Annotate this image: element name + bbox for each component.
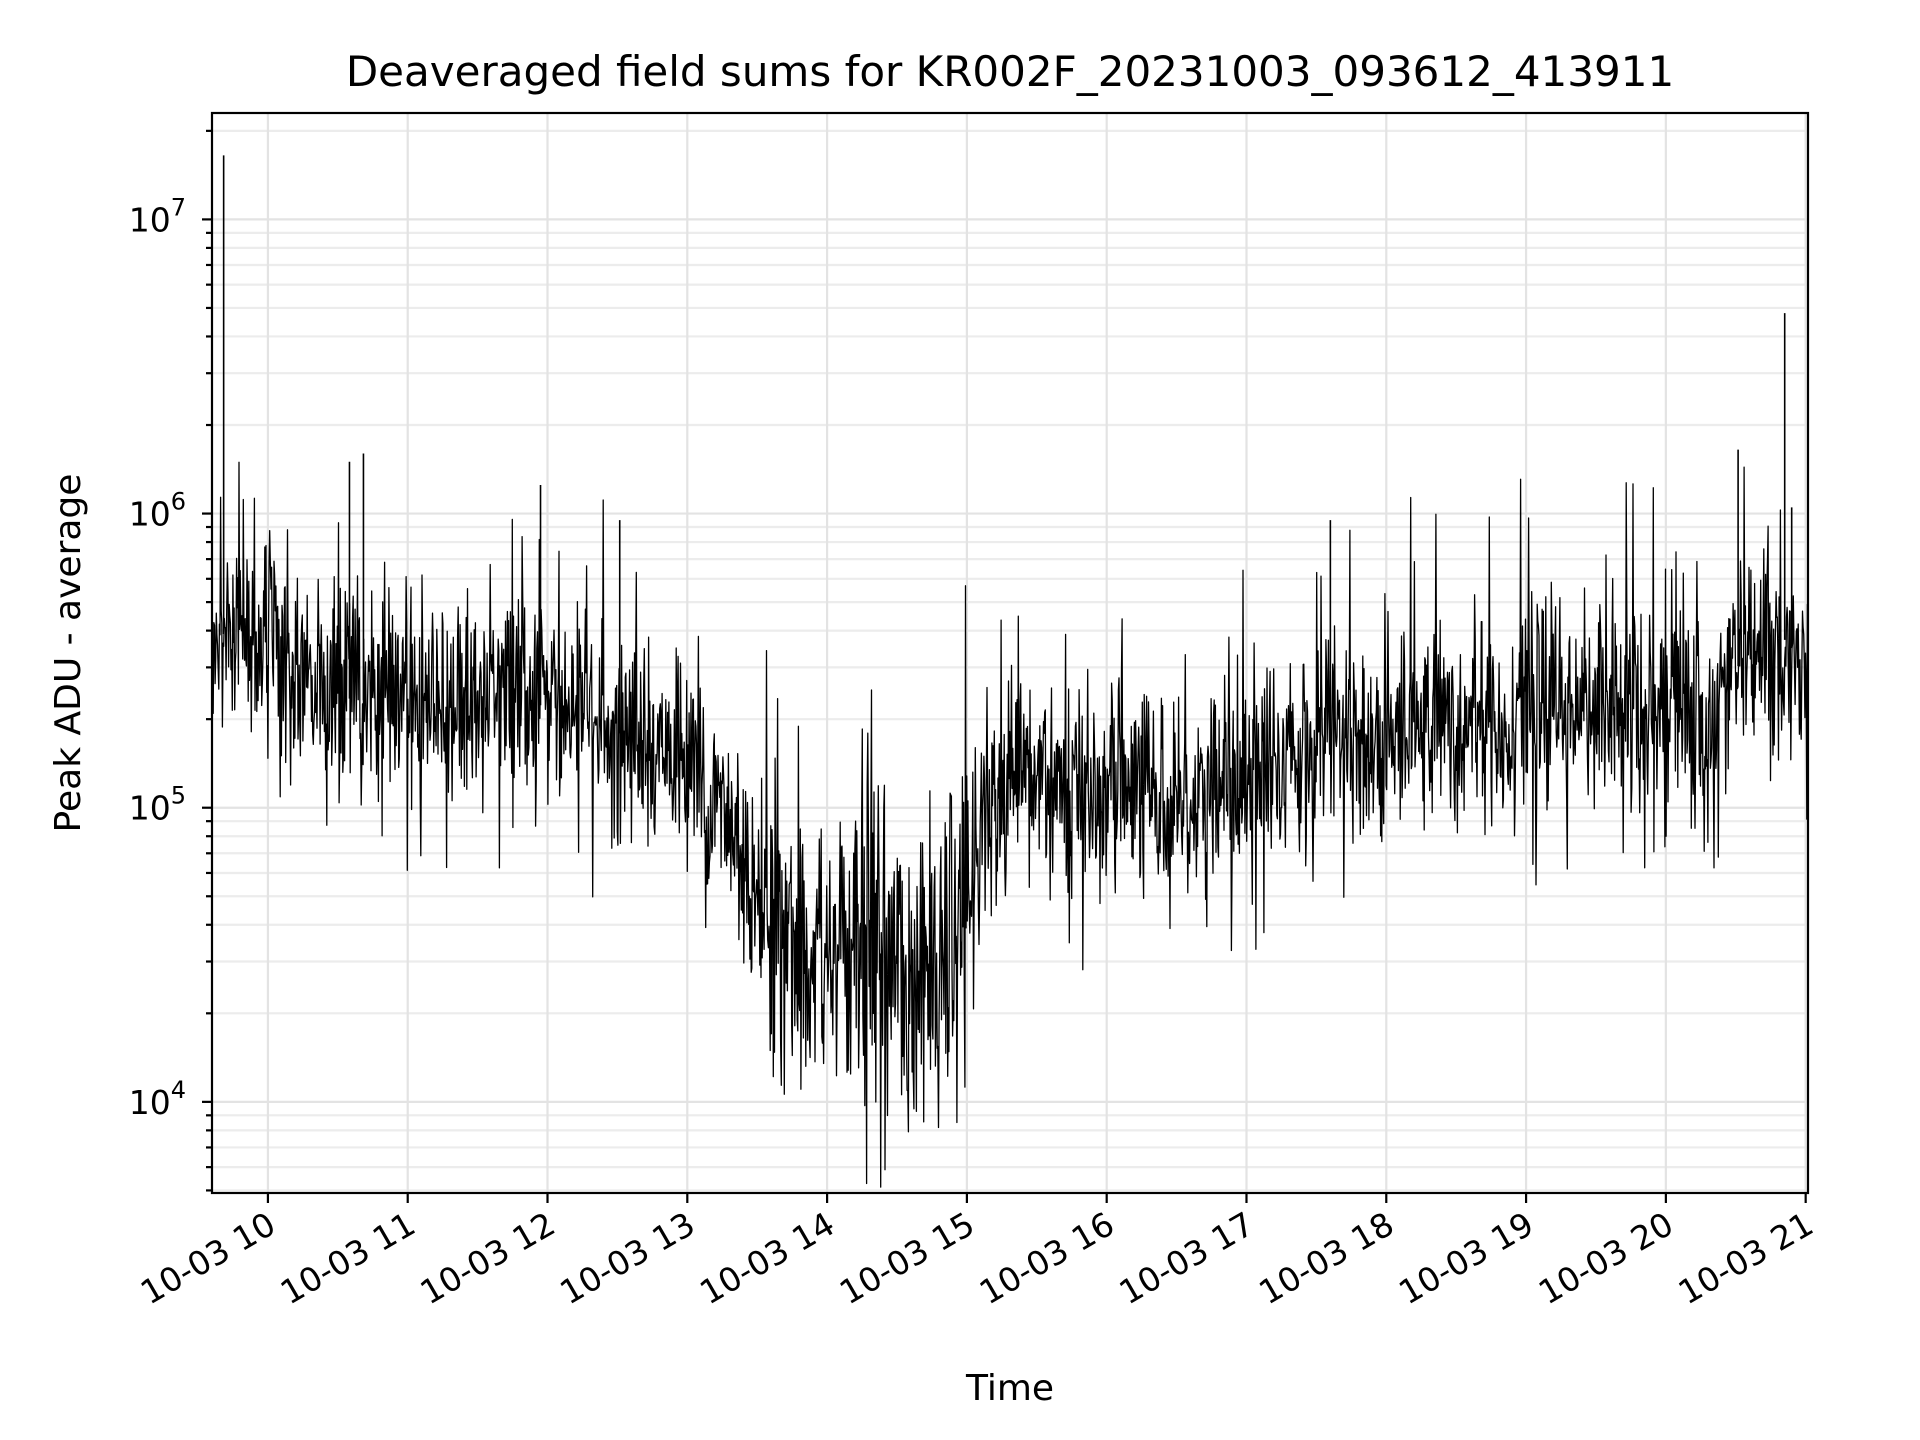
- y-tick-label-base: 10: [129, 495, 171, 534]
- x-tick-label: 10-03 21: [1672, 1204, 1820, 1312]
- x-tick-label: 10-03 12: [414, 1204, 562, 1312]
- series-line: [211, 461, 1809, 1188]
- x-tick-label: 10-03 10: [134, 1204, 282, 1312]
- x-tick-label: 10-03 18: [1252, 1204, 1400, 1312]
- x-tick-label: 10-03 20: [1532, 1204, 1680, 1312]
- x-tick-label: 10-03 16: [973, 1204, 1121, 1312]
- chart-title: Deaveraged field sums for KR002F_2023100…: [346, 47, 1674, 96]
- y-tick-label: 107: [129, 193, 186, 239]
- y-tick-label: 104: [129, 1076, 186, 1122]
- x-tick-label: 10-03 17: [1112, 1204, 1260, 1312]
- series-layer: [211, 155, 1809, 1188]
- x-tick-label: 10-03 15: [833, 1204, 981, 1312]
- y-tick-label-exponent: 5: [171, 782, 186, 810]
- y-tick-label-base: 10: [129, 200, 171, 239]
- y-tick-label-base: 10: [129, 789, 171, 828]
- y-tick-label-base: 10: [129, 1083, 171, 1122]
- x-tick-label: 10-03 13: [553, 1204, 701, 1312]
- y-axis-label: Peak ADU - average: [48, 474, 89, 833]
- y-tick-label: 106: [129, 488, 186, 534]
- y-tick-label-exponent: 7: [171, 193, 186, 221]
- x-axis-label: Time: [965, 1368, 1054, 1409]
- x-tick-label: 10-03 11: [274, 1204, 422, 1312]
- x-tick-label: 10-03 14: [693, 1204, 841, 1312]
- y-tick-label-exponent: 6: [171, 488, 186, 516]
- x-tick-label: 10-03 19: [1392, 1204, 1540, 1312]
- plot-frame: [210, 111, 1810, 1195]
- y-tick-label: 105: [129, 782, 186, 828]
- grid: [212, 113, 1808, 1193]
- y-tick-label-exponent: 4: [171, 1076, 186, 1104]
